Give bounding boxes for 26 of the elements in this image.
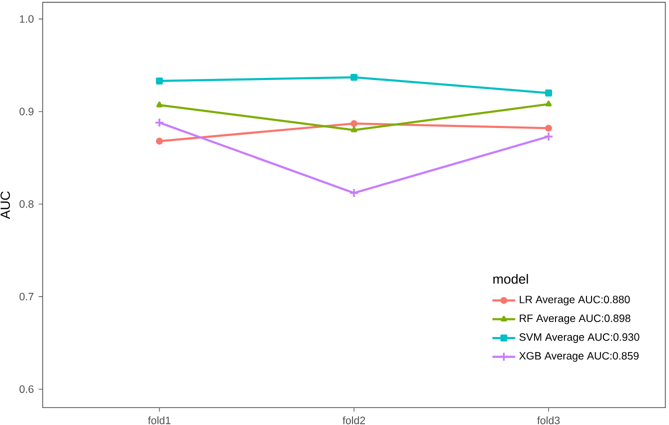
point: [350, 74, 358, 81]
point: [156, 138, 163, 145]
point: [545, 124, 552, 132]
legend-title: model: [493, 274, 528, 284]
x-tick-label: fold3: [537, 416, 560, 424]
point: [545, 100, 552, 106]
legend-label: SVM Average AUC:0.930: [519, 333, 640, 343]
y-tick-label: 0.7: [20, 292, 34, 300]
point: [156, 102, 163, 108]
y-tick-label: 0.8: [20, 200, 34, 208]
point: [155, 118, 164, 127]
point: [350, 188, 358, 197]
point: [350, 120, 358, 128]
y-tick-label: 0.6: [20, 385, 34, 393]
point: [544, 132, 553, 141]
y-tick-label: 1.0: [20, 15, 34, 23]
legend-label: XGB Average AUC:0.859: [519, 352, 639, 362]
legend-label: RF Average AUC:0.898: [520, 314, 630, 324]
point: [350, 126, 358, 132]
point: [156, 78, 163, 84]
legend-label: LR Average AUC:0.880: [520, 296, 630, 306]
y-tick-label: 0.9: [20, 108, 34, 116]
point: [545, 90, 552, 96]
x-tick-label: fold2: [342, 416, 366, 424]
x-tick-label: fold1: [148, 416, 170, 424]
y-axis-title: AUC: [0, 191, 10, 220]
